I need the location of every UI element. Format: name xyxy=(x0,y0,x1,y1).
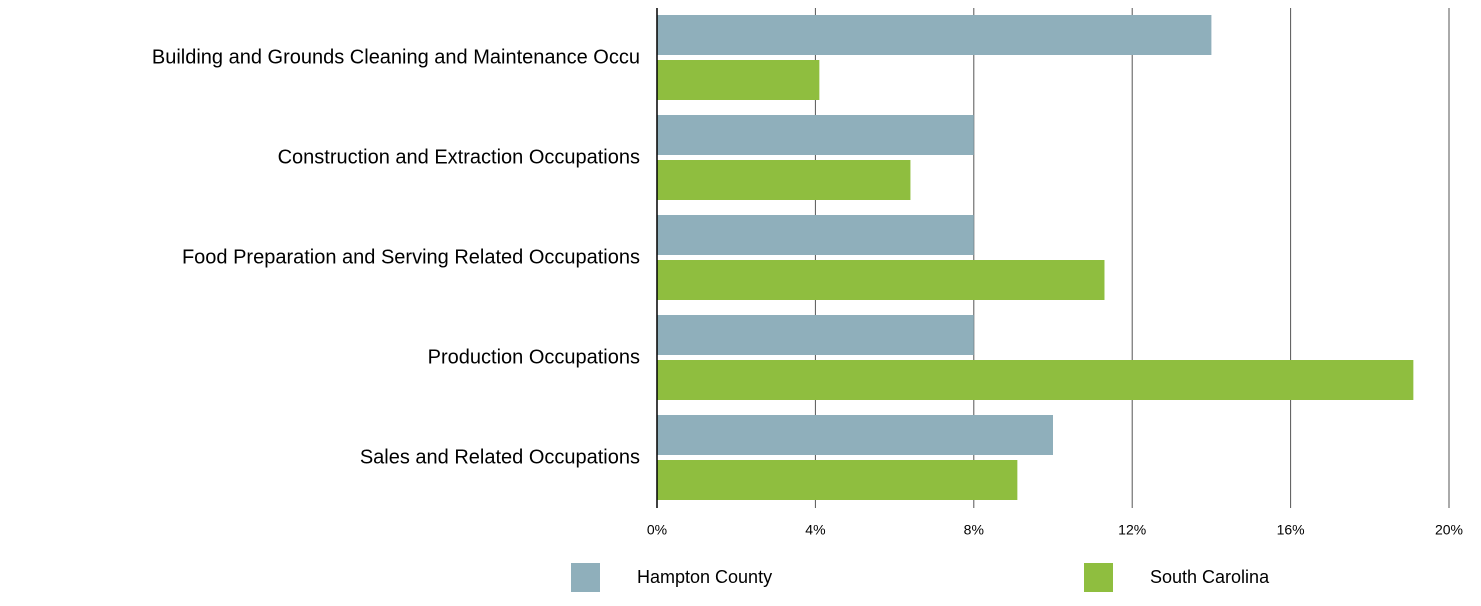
legend-label: South Carolina xyxy=(1150,567,1270,587)
x-tick-label: 4% xyxy=(805,522,825,538)
y-tick-label: Building and Grounds Cleaning and Mainte… xyxy=(152,46,640,68)
bar xyxy=(657,460,1018,500)
legend-label: Hampton County xyxy=(637,567,772,587)
x-tick-label: 16% xyxy=(1277,522,1305,538)
legend-swatch xyxy=(1084,563,1113,592)
bar xyxy=(657,315,974,355)
bar xyxy=(657,60,820,100)
y-tick-label: Food Preparation and Serving Related Occ… xyxy=(182,246,640,268)
bar xyxy=(657,160,911,200)
x-tick-label: 12% xyxy=(1118,522,1146,538)
bar xyxy=(657,215,974,255)
y-tick-label: Construction and Extraction Occupations xyxy=(278,146,640,168)
legend-swatch xyxy=(571,563,600,592)
bar xyxy=(657,15,1212,55)
bar xyxy=(657,115,974,155)
y-tick-label: Production Occupations xyxy=(428,346,640,368)
x-tick-label: 8% xyxy=(964,522,984,538)
y-tick-label: Sales and Related Occupations xyxy=(360,446,640,468)
bar xyxy=(657,260,1105,300)
x-tick-label: 0% xyxy=(647,522,667,538)
bar xyxy=(657,415,1053,455)
x-tick-label: 20% xyxy=(1435,522,1463,538)
bar xyxy=(657,360,1414,400)
